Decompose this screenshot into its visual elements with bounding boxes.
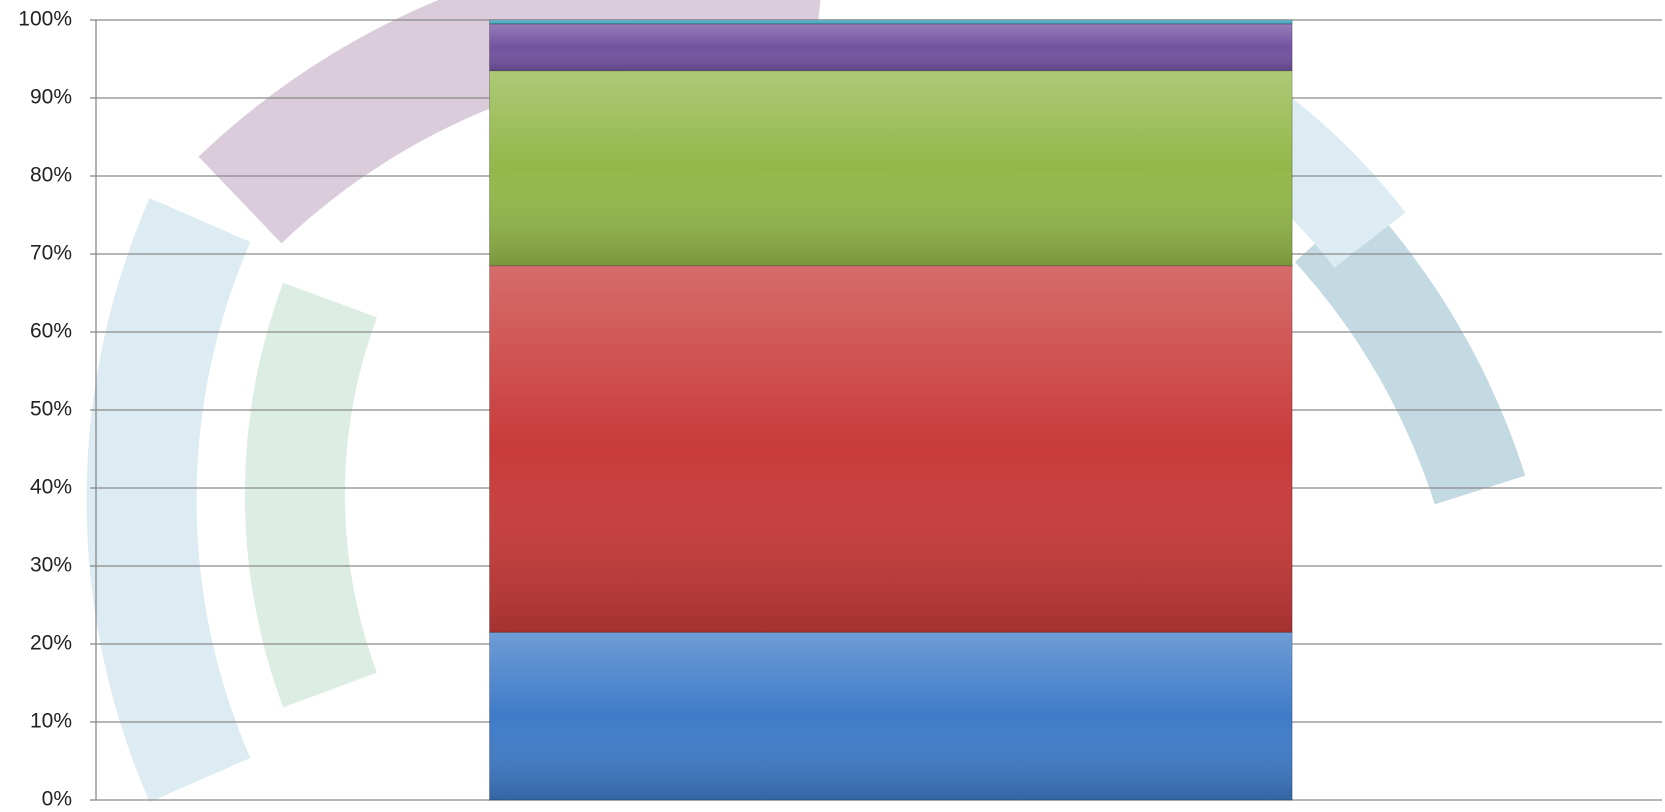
y-tick-label: 10% bbox=[30, 710, 72, 733]
bar-segment bbox=[490, 20, 1293, 24]
bar-segment bbox=[490, 24, 1293, 71]
y-tick-label: 40% bbox=[30, 476, 72, 499]
bar-segment bbox=[490, 632, 1293, 800]
chart: 0% 10% 20% 30% 40% 50% 60% 70% 80% 90% 100% bbox=[0, 0, 1665, 812]
y-tick-label: 100% bbox=[18, 8, 72, 31]
y-tick-label: 0% bbox=[42, 788, 72, 811]
bar-segment bbox=[490, 266, 1293, 633]
y-tick-label: 30% bbox=[30, 554, 72, 577]
labels: 0% 10% 20% 30% 40% 50% 60% 70% 80% 90% 100% bbox=[18, 8, 72, 811]
y-tick-label: 60% bbox=[30, 320, 72, 343]
bars bbox=[490, 20, 1293, 800]
y-tick-label: 90% bbox=[30, 86, 72, 109]
bar-segment bbox=[490, 71, 1293, 266]
y-tick-label: 80% bbox=[30, 164, 72, 187]
y-tick-label: 50% bbox=[30, 398, 72, 421]
y-tick-label: 70% bbox=[30, 242, 72, 265]
y-tick-label: 20% bbox=[30, 632, 72, 655]
